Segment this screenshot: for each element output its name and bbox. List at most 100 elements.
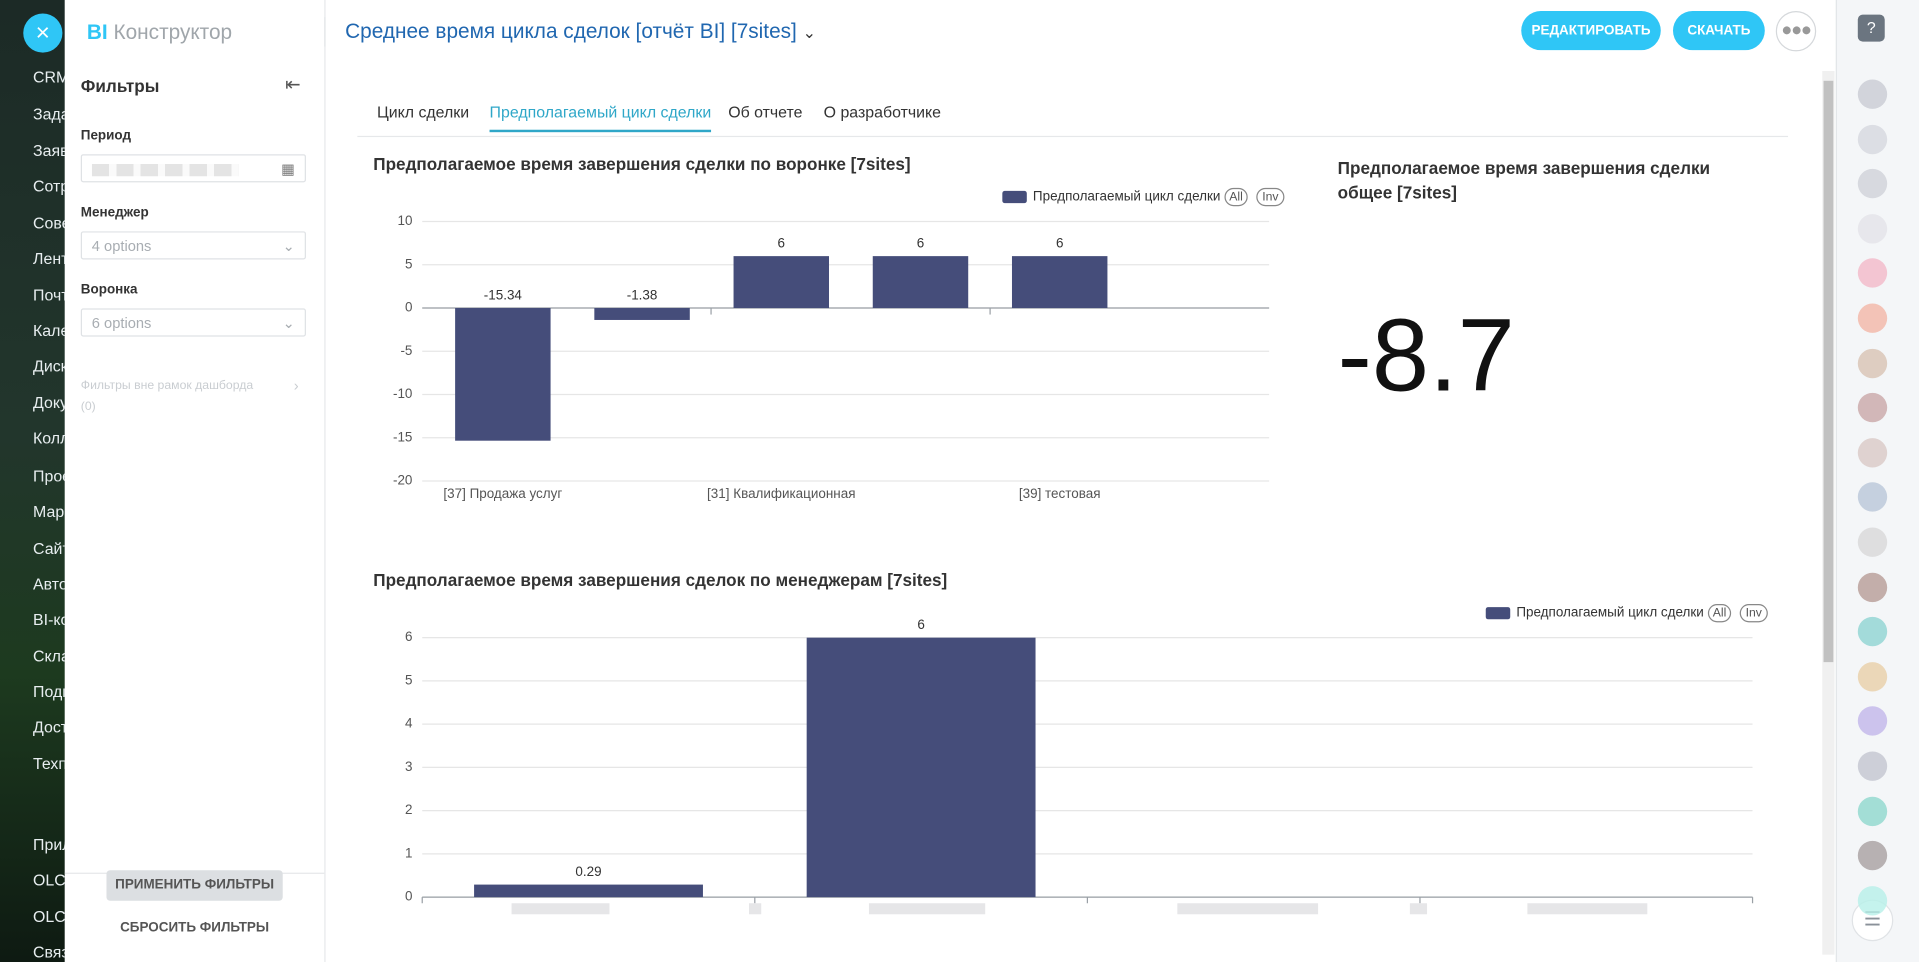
kpi-title: Предполагаемое время завершения сделки о… [1337, 157, 1711, 202]
collapse-icon[interactable]: ⇤ [285, 74, 301, 96]
y-tick-label: -15 [393, 429, 412, 444]
legend-label: Предполагаемый цикл сделки [1033, 189, 1220, 204]
divider [324, 17, 326, 47]
chart-title: Предполагаемое время завершения сделки п… [373, 154, 910, 174]
y-tick-label: 3 [405, 759, 412, 774]
logo-bi: BI [86, 20, 108, 45]
avatar [1857, 796, 1888, 826]
filters-panel: BI Конструктор Фильтры ⇤ Период ▦ Менедж… [64, 0, 326, 962]
blurred-label [1177, 903, 1319, 915]
field-label: Воронка [80, 282, 138, 298]
edit-button[interactable]: РЕДАКТИРОВАТЬ [1521, 11, 1661, 51]
value-label: 6 [1056, 235, 1063, 250]
menu-item: BI-ко [33, 610, 65, 629]
menu-item: Сове [33, 213, 65, 232]
legend-button-label: Inv [1262, 189, 1279, 203]
bar [1011, 256, 1108, 309]
logo: BI Конструктор [87, 21, 232, 45]
menu-item: Кале [33, 321, 65, 340]
avatar [1857, 885, 1888, 916]
menu-item: Колл [33, 428, 65, 448]
blurred-label [868, 903, 986, 915]
legend-swatch [1002, 190, 1027, 204]
date-input[interactable]: ▦ [80, 154, 306, 183]
close-button[interactable]: × [23, 13, 63, 53]
avatar [1857, 124, 1888, 154]
select[interactable]: 6 options ⌄ [80, 308, 306, 337]
menu-item: Мар [33, 502, 65, 521]
menu-item: Связ [33, 943, 65, 962]
y-tick-label: 5 [405, 672, 412, 687]
menu-item: Подг [33, 682, 65, 701]
download-button[interactable]: СКАЧАТЬ [1673, 11, 1765, 51]
y-tick-label: -20 [393, 473, 412, 488]
avatar [1857, 706, 1888, 737]
legend-button-label: Inv [1746, 605, 1763, 619]
value-label: 6 [917, 617, 924, 632]
menu-item: Прое [33, 466, 65, 486]
menu-item: Дост [33, 717, 65, 737]
x-tick-label: [31] Квалификационная [707, 486, 855, 501]
report-title-text: Среднее время цикла сделок [отчёт BI] [7… [345, 19, 797, 43]
menu-item: OLCI [33, 907, 65, 926]
avatar [1857, 169, 1888, 199]
tab[interactable]: Цикл сделки [376, 102, 470, 122]
y-tick-label: 6 [405, 629, 412, 644]
bar [474, 884, 703, 898]
y-tick-label: 0 [405, 889, 412, 904]
menu-item: Прил [33, 835, 65, 854]
avatar [1857, 661, 1888, 692]
menu-item: OLCI [33, 870, 65, 890]
blurred-label [511, 903, 610, 915]
tab[interactable]: О разработчике [823, 102, 942, 122]
avatar [1857, 572, 1888, 602]
tab[interactable]: Предполагаемый цикл сделки [489, 103, 712, 133]
legend-button[interactable] [1739, 604, 1768, 623]
background-menu: CRM Зада Заяв Сотр Сове Лент Почт Кале Диск Доку К… [0, 0, 65, 962]
legend-label: Предполагаемый цикл сделки [1516, 605, 1703, 620]
menu-item: Скла [33, 646, 65, 666]
avatar [1857, 527, 1888, 557]
menu-item: Лент [33, 249, 65, 268]
apply-button[interactable]: ПРИМЕНИТЬ ФИЛЬТРЫ [106, 870, 283, 901]
reset-button[interactable]: СБРОСИТЬ ФИЛЬТРЫ [120, 920, 270, 936]
bar [872, 256, 969, 309]
x-tick-label: [39] тестовая [1019, 486, 1101, 501]
dashboard-card [357, 85, 1789, 955]
y-tick-label: 2 [405, 802, 412, 817]
menu-item: Сайт [33, 539, 65, 558]
menu-item: Зада [33, 104, 65, 124]
avatar [1857, 79, 1888, 109]
chevron: › [293, 376, 299, 395]
value-label: 6 [917, 235, 924, 250]
y-tick-label: 5 [405, 256, 412, 271]
bar [594, 308, 690, 320]
menu-item: CRM [33, 67, 65, 87]
legend-button[interactable] [1707, 604, 1732, 623]
field-label: Менеджер [80, 205, 149, 221]
menu-item: Диск [33, 356, 65, 376]
bar [455, 308, 551, 441]
more-button[interactable]: ●●● [1775, 11, 1817, 52]
value-label: 0.29 [575, 864, 601, 879]
legend-button[interactable] [1224, 187, 1248, 207]
legend-button[interactable] [1256, 187, 1285, 207]
scrollbar-thumb[interactable] [1823, 80, 1834, 663]
value-label: -15.34 [484, 287, 523, 302]
select[interactable]: 4 options ⌄ [80, 231, 306, 260]
avatar [1857, 751, 1888, 781]
tab[interactable]: Об отчете [728, 102, 803, 122]
avatar [1857, 348, 1888, 378]
legend-button-label: All [1229, 189, 1243, 203]
y-tick-label: 0 [405, 300, 412, 315]
avatar [1857, 393, 1888, 423]
outside-count: (0) [80, 400, 96, 414]
y-tick-label: -10 [393, 386, 412, 401]
blurred-label [1527, 903, 1648, 915]
help-icon[interactable]: ? [1857, 14, 1885, 42]
y-tick-label: -5 [400, 343, 412, 358]
outside-filters[interactable]: Фильтры вне рамок дашборда [80, 379, 254, 393]
report-title[interactable]: Среднее время цикла сделок [отчёт BI] [7… [345, 19, 816, 43]
legend-swatch [1485, 607, 1511, 620]
